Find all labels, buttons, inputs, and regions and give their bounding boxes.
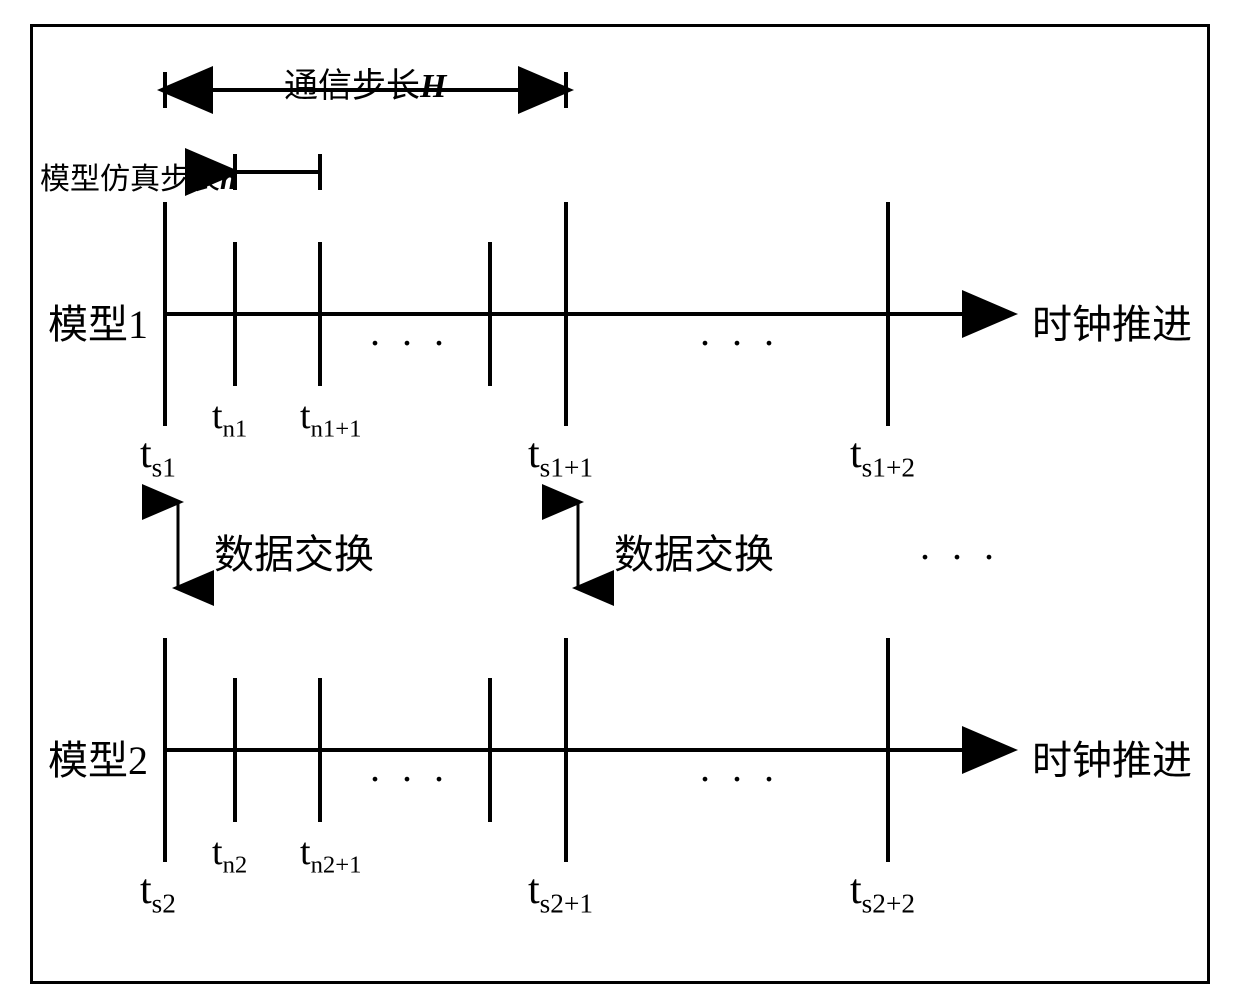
tick-tn2p1: tn2+1 — [300, 830, 362, 880]
model-step-dim — [233, 154, 322, 190]
model1-ellipsis-2: . . . — [700, 308, 780, 355]
tick-tn2: tn2 — [212, 830, 247, 880]
comm-step-label: 通信步长H — [284, 58, 446, 107]
diagram-svg — [0, 0, 1240, 1007]
model1-label: 模型1 — [48, 292, 148, 350]
comm-step-text: 通信步长 — [284, 68, 420, 105]
clock-advance-2: 时钟推进 — [1032, 728, 1192, 786]
data-exchange-1: 数据交换 — [214, 522, 374, 580]
model1-ellipsis-1: . . . — [370, 308, 450, 355]
comm-step-var: H — [420, 68, 446, 105]
model-step-label: 模型仿真步长h — [40, 154, 237, 198]
data-exchange-2: 数据交换 — [614, 522, 774, 580]
tick-ts2p1: ts2+1 — [528, 866, 593, 919]
tick-tn1: tn1 — [212, 394, 247, 444]
data-exchange-ellipsis: . . . — [920, 522, 1000, 569]
tick-ts2p2: ts2+2 — [850, 866, 915, 919]
clock-advance-1: 时钟推进 — [1032, 292, 1192, 350]
tick-ts1p2: ts1+2 — [850, 430, 915, 483]
model1-timeline — [165, 202, 1010, 426]
model2-ellipsis-2: . . . — [700, 744, 780, 791]
model-step-text: 模型仿真步长 — [40, 163, 220, 196]
model2-label: 模型2 — [48, 728, 148, 786]
tick-ts1p1: ts1+1 — [528, 430, 593, 483]
model2-ellipsis-1: . . . — [370, 744, 450, 791]
model2-timeline — [165, 638, 1010, 862]
tick-ts2: ts2 — [140, 866, 176, 919]
tick-ts1: ts1 — [140, 430, 176, 483]
model-step-var: h — [220, 163, 237, 196]
tick-tn1p1: tn1+1 — [300, 394, 362, 444]
